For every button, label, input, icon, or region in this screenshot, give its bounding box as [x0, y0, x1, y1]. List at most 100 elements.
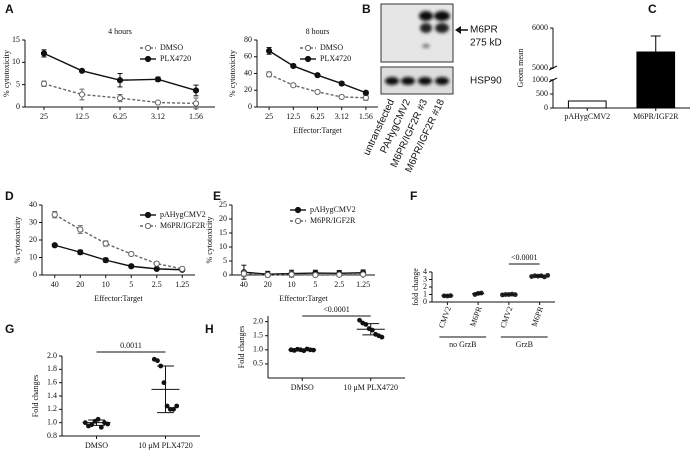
data-point: [171, 406, 176, 412]
data-point: [153, 265, 160, 272]
x-tick-label: 6.25: [311, 112, 325, 121]
x-tick-label: 10: [102, 280, 110, 289]
y-tick-label: 2.0: [47, 351, 57, 360]
x-tick-label: DMSO: [291, 383, 314, 392]
legend-marker: [144, 222, 152, 230]
y-tick-label: 15: [219, 228, 227, 237]
x-tick-label: M6PR: [468, 305, 484, 328]
legend-marker: [294, 206, 302, 214]
x-tick-label: 10 μM PLX4720: [138, 441, 193, 450]
arrow-head: [455, 26, 461, 34]
x-axis-label: Effector:Target: [94, 294, 143, 303]
y-tick-label: 20: [29, 235, 37, 244]
y-tick-label: 2.0: [253, 316, 263, 325]
x-tick-label: 5: [129, 280, 133, 289]
panel-label: B: [362, 2, 371, 16]
y-tick-label: 1000: [532, 75, 548, 84]
y-tick-label: 1.0: [47, 417, 57, 426]
data-point: [40, 80, 48, 87]
x-tick-label: 1.56: [189, 112, 203, 121]
data-point: [363, 322, 369, 327]
data-point: [128, 250, 135, 258]
y-axis-label: Fold changes: [237, 326, 246, 368]
y-axis-label: Fold changes: [31, 375, 40, 417]
western-blot: B M6PR 275 kD HSP90 untransfected PAHygC…: [362, 2, 503, 174]
data-point: [266, 47, 273, 54]
legend-label: M6PR/IGF2R: [310, 216, 356, 225]
legend-label: DMSO: [320, 43, 343, 52]
x-tick-label: 1.25: [356, 280, 370, 289]
legend-marker: [144, 211, 152, 219]
data-point: [116, 77, 124, 84]
y-tick-label: 10: [29, 252, 37, 261]
y-axis-label: Geom mean: [516, 49, 525, 88]
axis-break-mark: [548, 65, 558, 71]
y-tick-label: 80: [244, 35, 252, 44]
x-tick-label: DMSO: [85, 441, 108, 450]
series-line: [54, 244, 183, 271]
data-point: [77, 249, 84, 256]
x-tick-label: 25: [40, 112, 48, 121]
y-tick-label: 1.5: [253, 331, 263, 340]
bar: [636, 51, 676, 109]
data-point: [102, 240, 109, 247]
panel-label: A: [5, 2, 14, 16]
panel-label: C: [648, 2, 657, 16]
data-point: [51, 211, 58, 218]
y-tick-label: 1.6: [47, 377, 57, 386]
y-tick-label: 0: [248, 102, 252, 111]
y-axis-label: % cytotoxicity: [228, 50, 237, 97]
y-tick-label: 25: [219, 200, 227, 209]
target-label: M6PR: [470, 25, 498, 36]
significance-label: <0.0001: [323, 305, 350, 314]
x-axis-label: Effector:Target: [279, 294, 328, 303]
data-point: [89, 422, 95, 428]
y-tick-label: 30: [29, 217, 37, 226]
data-point: [98, 424, 104, 430]
y-tick-label: 3: [423, 274, 427, 283]
x-tick-label: 25: [265, 112, 273, 121]
data-point: [153, 260, 160, 267]
data-point: [174, 403, 180, 409]
y-tick-label: 0.8: [47, 431, 57, 440]
y-tick-label: 5: [223, 256, 227, 265]
x-tick-label: 10: [288, 280, 296, 289]
y-tick-label: 10: [12, 57, 20, 66]
data-point: [359, 271, 367, 278]
data-point: [51, 242, 58, 249]
x-axis-label: Effector:Target: [293, 126, 342, 135]
x-tick-label: 20: [264, 280, 272, 289]
data-point: [128, 263, 135, 270]
legend-label: PLX4720: [320, 54, 351, 63]
x-tick-label: 6.25: [113, 112, 127, 121]
y-tick-label: 0: [33, 270, 37, 279]
x-tick-label: 1.56: [359, 112, 373, 121]
data-point: [336, 271, 343, 278]
y-tick-label: 40: [244, 68, 252, 77]
chart-title: 4 hours: [108, 27, 132, 36]
panel-label: E: [213, 189, 221, 203]
y-axis-label: % cytotoxicity: [2, 50, 11, 97]
data-point: [179, 265, 186, 272]
y-tick-label: 20: [219, 214, 227, 223]
data-point: [264, 271, 271, 279]
x-tick-label: 5: [313, 280, 317, 289]
data-point: [192, 87, 200, 94]
y-tick-label: 1.8: [47, 364, 57, 373]
group-label: no GrzB: [449, 340, 476, 349]
x-tick-label: 12.5: [286, 112, 300, 121]
x-tick-label: M6PR: [530, 305, 546, 328]
blot-bands: [419, 11, 450, 48]
bar: [567, 100, 607, 109]
data-point: [314, 88, 321, 96]
data-point: [312, 271, 319, 279]
y-tick-label: 0: [423, 297, 427, 306]
legend-marker: [144, 44, 152, 52]
panel-label: G: [5, 322, 14, 336]
data-point: [290, 82, 297, 89]
x-tick-label: 3.12: [151, 112, 165, 121]
x-tick-label: 20: [76, 280, 84, 289]
data-point: [40, 50, 48, 57]
data-point: [357, 317, 362, 323]
